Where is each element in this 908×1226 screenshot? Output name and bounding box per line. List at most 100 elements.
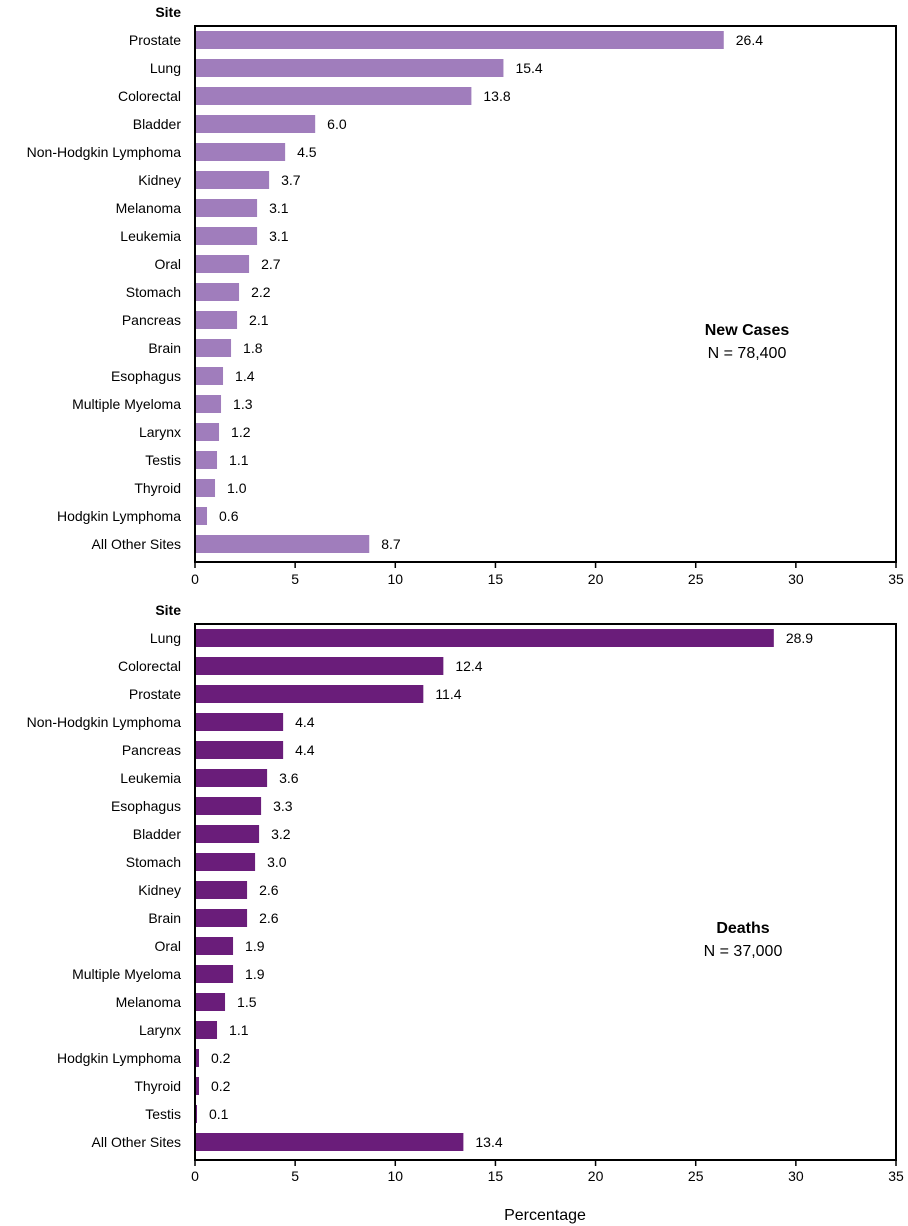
bar <box>196 367 224 385</box>
category-label: Bladder <box>133 826 182 842</box>
category-label: Brain <box>148 910 181 926</box>
bar <box>196 1077 200 1095</box>
bar <box>196 825 260 843</box>
value-label: 2.1 <box>249 312 269 328</box>
new-cases-panel: Site Prostate 26.4 Lung 15.4 Colorectal 13.8 Bl… <box>27 4 904 587</box>
value-label: 2.6 <box>259 882 279 898</box>
x-tick-label: 30 <box>788 1168 804 1184</box>
value-label: 1.9 <box>245 966 265 982</box>
panel-label: New Cases <box>705 322 790 339</box>
x-tick-label: 25 <box>688 1168 704 1184</box>
bar <box>196 1105 198 1123</box>
bar <box>196 993 226 1011</box>
value-label: 3.1 <box>269 228 289 244</box>
bar <box>196 87 472 105</box>
category-label: Leukemia <box>120 228 181 244</box>
value-label: 4.5 <box>297 144 317 160</box>
bar <box>196 423 220 441</box>
x-tick-label: 35 <box>888 571 904 587</box>
category-label: Kidney <box>138 882 181 898</box>
panel-note: N = 37,000 <box>704 943 783 960</box>
value-label: 15.4 <box>515 60 542 76</box>
category-header: Site <box>155 4 181 20</box>
panel-note: N = 78,400 <box>708 345 787 362</box>
value-label: 1.0 <box>227 480 247 496</box>
category-label: Oral <box>155 938 181 954</box>
bar <box>196 479 216 497</box>
value-label: 0.2 <box>211 1078 231 1094</box>
category-label: All Other Sites <box>92 536 181 552</box>
bar <box>196 227 258 245</box>
value-label: 1.1 <box>229 1022 249 1038</box>
category-label: Prostate <box>129 686 181 702</box>
category-label: Non-Hodgkin Lymphoma <box>27 714 182 730</box>
category-header: Site <box>155 602 181 618</box>
value-label: 8.7 <box>381 536 401 552</box>
x-tick-label: 15 <box>488 571 504 587</box>
x-tick-label: 10 <box>387 1168 403 1184</box>
value-label: 1.3 <box>233 396 253 412</box>
bar <box>196 1049 200 1067</box>
x-tick-label: 0 <box>191 1168 199 1184</box>
bar <box>196 283 240 301</box>
bar <box>196 255 250 273</box>
category-label: Oral <box>155 256 181 272</box>
category-label: Kidney <box>138 172 181 188</box>
bar <box>196 1021 218 1039</box>
x-tick-label: 5 <box>291 571 299 587</box>
x-tick-label: 15 <box>488 1168 504 1184</box>
bar <box>196 937 234 955</box>
x-tick-label: 0 <box>191 571 199 587</box>
category-label: Larynx <box>139 424 181 440</box>
value-label: 0.2 <box>211 1050 231 1066</box>
bar <box>196 853 256 871</box>
value-label: 12.4 <box>455 658 482 674</box>
category-label: Lung <box>150 60 181 76</box>
bar <box>196 115 316 133</box>
bar <box>196 741 284 759</box>
category-label: Hodgkin Lymphoma <box>57 1050 181 1066</box>
category-label: Colorectal <box>118 88 181 104</box>
bar <box>196 31 724 49</box>
bar <box>196 451 218 469</box>
bar <box>196 143 286 161</box>
x-axis-title: Percentage <box>504 1207 586 1224</box>
value-label: 1.1 <box>229 452 249 468</box>
bar <box>196 507 208 525</box>
value-label: 26.4 <box>736 32 763 48</box>
value-label: 3.1 <box>269 200 289 216</box>
bar <box>196 685 424 703</box>
bar <box>196 1133 464 1151</box>
category-label: Colorectal <box>118 658 181 674</box>
value-label: 0.6 <box>219 508 239 524</box>
value-label: 3.0 <box>267 854 287 870</box>
bar <box>196 59 504 77</box>
bar <box>196 171 270 189</box>
x-tick-label: 25 <box>688 571 704 587</box>
value-label: 3.6 <box>279 770 299 786</box>
x-tick-label: 30 <box>788 571 804 587</box>
category-label: Melanoma <box>116 200 182 216</box>
value-label: 0.1 <box>209 1106 229 1122</box>
x-tick-label: 10 <box>387 571 403 587</box>
bar <box>196 339 232 357</box>
value-label: 13.4 <box>475 1134 502 1150</box>
panel-label: Deaths <box>716 920 769 937</box>
x-tick-label: 5 <box>291 1168 299 1184</box>
bar <box>196 395 222 413</box>
category-label: All Other Sites <box>92 1134 181 1150</box>
value-label: 4.4 <box>295 714 315 730</box>
value-label: 2.2 <box>251 284 271 300</box>
category-label: Testis <box>145 452 181 468</box>
category-label: Pancreas <box>122 742 181 758</box>
category-label: Multiple Myeloma <box>72 966 181 982</box>
bar <box>196 311 238 329</box>
deaths-panel: Site Lung 28.9 Colorectal 12.4 Prostate 11.4 No… <box>27 602 904 1224</box>
category-label: Stomach <box>126 854 181 870</box>
value-label: 1.9 <box>245 938 265 954</box>
value-label: 11.4 <box>435 686 461 702</box>
bar <box>196 881 248 899</box>
value-label: 28.9 <box>786 630 813 646</box>
bar <box>196 657 444 675</box>
